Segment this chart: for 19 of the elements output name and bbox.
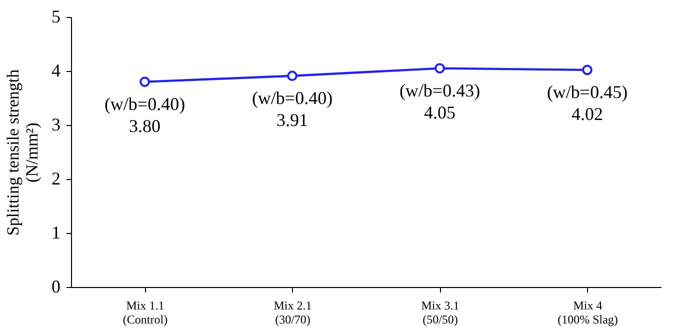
data-label: (w/b=0.40) 3.91 <box>252 88 333 130</box>
y-tick-label: 4 <box>52 60 60 80</box>
point <box>140 76 150 87</box>
y-tick-label: 5 <box>52 6 60 26</box>
point <box>582 64 592 76</box>
point <box>287 70 298 82</box>
x-tick-label: Mix 4 (100% Slag) <box>558 298 618 326</box>
y-axis-title: Splitting tensile strength (N/mm²) <box>4 68 42 236</box>
x-tick-label: Mix 3.1 (50/50) <box>421 298 460 326</box>
data-label: (w/b=0.43) 4.05 <box>399 80 480 122</box>
y-tick-label: 3 <box>52 114 60 134</box>
data-label: (w/b=0.40) 3.80 <box>104 94 186 136</box>
y-tick-label: 1 <box>52 222 60 242</box>
x-tick-label: Mix 1.1 (Control) <box>122 298 168 326</box>
y-tick-label: 2 <box>52 168 60 188</box>
point <box>434 63 445 74</box>
y-tick-label: 0 <box>52 276 60 296</box>
data-label: (w/b=0.45) 4.02 <box>546 82 628 124</box>
x-tick-label: Mix 2.1 (30/70) <box>274 298 312 326</box>
